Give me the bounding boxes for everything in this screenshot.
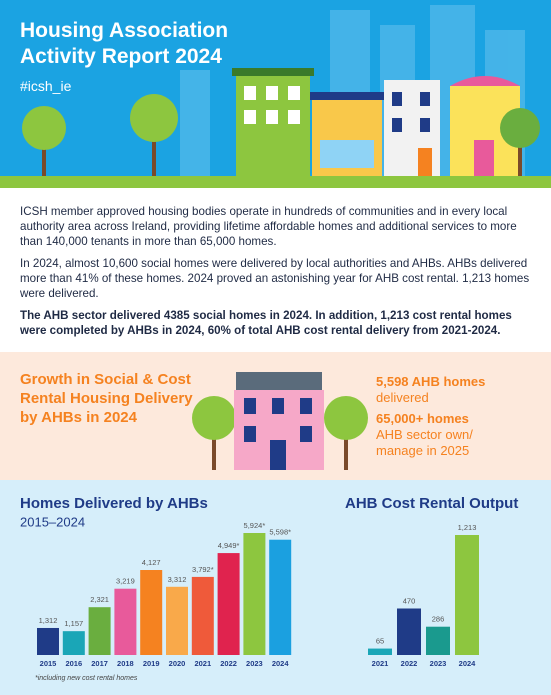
x-tick-label: 2017 <box>91 659 108 668</box>
value-label: 3,219 <box>116 577 135 586</box>
stat-label: AHB sector own/ manage in 2025 <box>376 427 473 458</box>
value-label: 286 <box>432 615 445 624</box>
bar <box>368 648 392 655</box>
intro-paragraph: The AHB sector delivered 4385 social hom… <box>20 309 512 337</box>
x-tick-label: 2022 <box>401 659 418 668</box>
bar <box>114 588 137 655</box>
stat-label: delivered <box>376 390 429 405</box>
x-tick-label: 2024 <box>272 659 290 668</box>
bar <box>243 533 266 655</box>
chart-subtitle: 2015–2024 <box>20 514 85 529</box>
bar <box>88 607 111 655</box>
bar <box>217 553 240 655</box>
header-title: Housing Association Activity Report 2024 <box>20 19 229 68</box>
chart-note: *including new cost rental homes <box>35 675 138 682</box>
chart-title: AHB Cost Rental Output <box>345 495 518 512</box>
stat-value: 65,000+ homes <box>376 411 469 426</box>
value-label: 5,598* <box>269 528 291 537</box>
value-label: 1,157 <box>64 619 83 628</box>
x-tick-label: 2019 <box>143 659 160 668</box>
chart-title: Homes Delivered by AHBs <box>20 495 208 512</box>
value-label: 3,792* <box>192 565 214 574</box>
x-tick-label: 2023 <box>246 659 263 668</box>
value-label: 470 <box>403 596 416 605</box>
x-tick-label: 2021 <box>194 659 211 668</box>
value-label: 65 <box>376 637 384 646</box>
value-label: 2,321 <box>90 595 109 604</box>
intro-paragraph: ICSH member approved housing bodies oper… <box>20 205 517 248</box>
x-tick-label: 2021 <box>372 659 389 668</box>
bar <box>166 586 188 655</box>
x-tick-label: 2023 <box>430 659 447 668</box>
bar <box>62 631 85 655</box>
value-label: 1,312 <box>39 616 58 625</box>
stat-value: 5,598 AHB homes <box>376 374 486 389</box>
bar <box>191 576 214 655</box>
highlight-heading: Growth in Social & Cost Rental Housing D… <box>20 371 193 426</box>
x-tick-label: 2022 <box>220 659 237 668</box>
bar <box>426 626 450 655</box>
x-tick-label: 2018 <box>117 659 134 668</box>
value-label: 5,924* <box>244 521 266 530</box>
bar <box>455 535 479 655</box>
value-label: 4,127 <box>142 558 161 567</box>
bar <box>269 539 292 655</box>
x-tick-label: 2016 <box>65 659 82 668</box>
x-tick-label: 2024 <box>459 659 477 668</box>
bar <box>37 627 59 655</box>
value-label: 3,312 <box>168 575 187 584</box>
intro-paragraph: In 2024, almost 10,600 social homes were… <box>20 257 530 300</box>
bar <box>397 608 421 655</box>
value-label: 4,949* <box>218 541 240 550</box>
x-tick-label: 2020 <box>169 659 186 668</box>
bar <box>140 570 163 655</box>
hashtag: #icsh_ie <box>20 78 72 94</box>
value-label: 1,213 <box>458 523 477 532</box>
x-tick-label: 2015 <box>40 659 57 668</box>
